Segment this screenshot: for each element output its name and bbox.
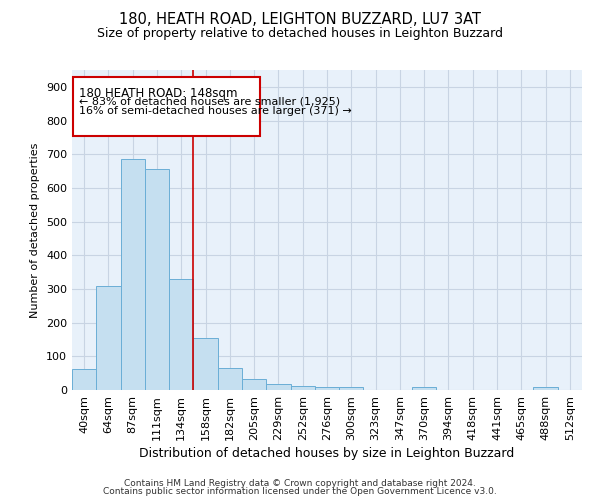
Text: 180, HEATH ROAD, LEIGHTON BUZZARD, LU7 3AT: 180, HEATH ROAD, LEIGHTON BUZZARD, LU7 3… [119,12,481,28]
Text: Size of property relative to detached houses in Leighton Buzzard: Size of property relative to detached ho… [97,28,503,40]
Y-axis label: Number of detached properties: Number of detached properties [31,142,40,318]
Bar [290,386,315,390]
Bar [193,338,218,390]
Bar [315,386,339,390]
Bar [242,379,266,390]
Bar [339,388,364,390]
Text: 16% of semi-detached houses are larger (371) →: 16% of semi-detached houses are larger (… [79,106,352,117]
X-axis label: Distribution of detached houses by size in Leighton Buzzard: Distribution of detached houses by size … [139,447,515,460]
Bar [533,388,558,390]
Text: Contains HM Land Registry data © Crown copyright and database right 2024.: Contains HM Land Registry data © Crown c… [124,478,476,488]
Bar [96,286,121,390]
Bar [145,170,169,390]
Bar [121,160,145,390]
Bar [266,384,290,390]
Bar [72,369,96,390]
Bar [218,368,242,390]
Text: 180 HEATH ROAD: 148sqm: 180 HEATH ROAD: 148sqm [79,87,238,100]
Bar [412,388,436,390]
Text: ← 83% of detached houses are smaller (1,925): ← 83% of detached houses are smaller (1,… [79,97,340,107]
FancyBboxPatch shape [73,76,260,136]
Text: Contains public sector information licensed under the Open Government Licence v3: Contains public sector information licen… [103,487,497,496]
Bar [169,279,193,390]
